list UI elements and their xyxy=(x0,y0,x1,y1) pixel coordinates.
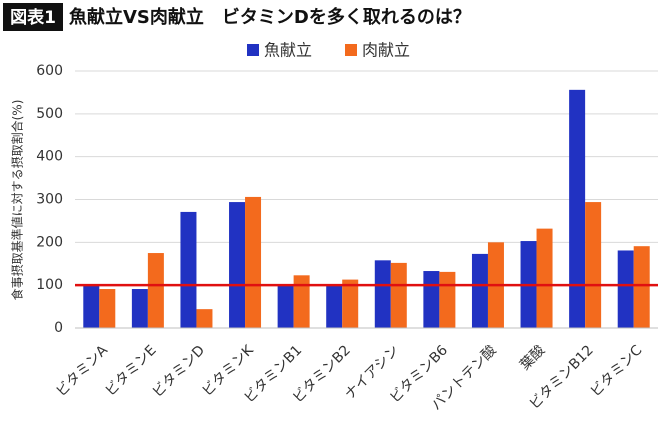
bar xyxy=(374,260,391,328)
y-tick-label: 0 xyxy=(54,320,63,336)
bar xyxy=(180,211,197,328)
bar xyxy=(423,271,440,328)
bar xyxy=(471,253,488,328)
figure-label-box xyxy=(3,3,63,31)
x-tick-label: ビタミンC xyxy=(588,342,646,400)
legend-label: 魚献立 xyxy=(264,41,312,60)
bar xyxy=(293,275,310,328)
bar xyxy=(569,89,586,328)
legend-label: 肉献立 xyxy=(362,41,410,60)
x-tick-label: 葉酸 xyxy=(517,342,548,373)
y-tick-label: 300 xyxy=(36,192,63,208)
bar xyxy=(633,246,650,328)
legend-swatch xyxy=(247,44,259,56)
x-tick-label: ビタミンA xyxy=(53,342,111,400)
legend-swatch xyxy=(345,44,357,56)
x-tick-label: ビタミンD xyxy=(150,342,209,401)
bar xyxy=(147,253,164,328)
bar xyxy=(326,285,343,328)
bar xyxy=(131,289,148,328)
y-tick-label: 100 xyxy=(36,277,63,293)
chart-title: 魚献立VS肉献立 ビタミンDを多く取れるのは？ xyxy=(69,6,471,28)
y-tick-label: 500 xyxy=(36,106,63,122)
bar xyxy=(617,250,634,328)
bar xyxy=(342,279,359,328)
bar xyxy=(99,289,116,328)
bar xyxy=(229,202,246,328)
bar xyxy=(585,202,602,328)
bar xyxy=(439,271,456,328)
y-tick-label: 400 xyxy=(36,149,63,165)
bar xyxy=(83,285,100,328)
bar xyxy=(196,309,213,328)
y-tick-label: 600 xyxy=(36,63,63,79)
bar xyxy=(277,285,294,328)
figure-label: 図表1 xyxy=(10,7,56,28)
y-tick-label: 200 xyxy=(36,234,63,250)
y-axis-label: 食事摂取基準値に対する摂取割合(%) xyxy=(10,100,25,301)
bar xyxy=(536,228,553,328)
bar xyxy=(245,196,262,328)
bar xyxy=(390,262,407,328)
